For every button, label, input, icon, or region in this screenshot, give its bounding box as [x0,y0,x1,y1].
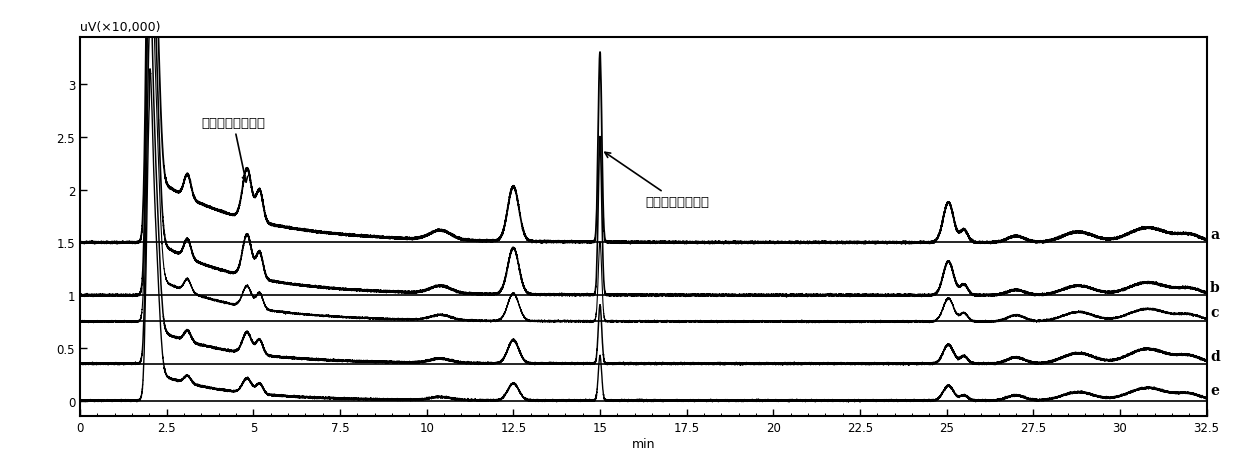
Text: a: a [1211,228,1219,242]
Text: d: d [1211,349,1220,363]
X-axis label: min: min [632,437,655,450]
Text: c: c [1211,306,1219,320]
Text: uV(×10,000): uV(×10,000) [81,21,161,34]
Text: e: e [1211,384,1219,397]
Text: b: b [1211,280,1220,295]
Text: 甲磺酸乙酱衍生物: 甲磺酸乙酱衍生物 [605,153,709,208]
Text: 甲磺酸甲酱衍生物: 甲磺酸甲酱衍生物 [201,116,265,183]
